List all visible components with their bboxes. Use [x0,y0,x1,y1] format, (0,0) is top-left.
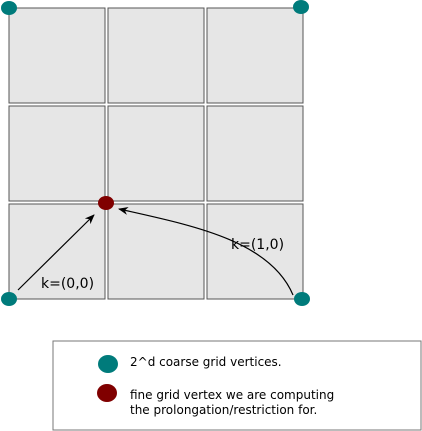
label-k10: k=(1,0) [231,237,284,253]
grid-cell [107,7,205,104]
coarse-vertex [293,0,309,14]
legend-coarse-marker [98,355,118,373]
legend-fine-text-line2: the prolongation/restriction for. [130,403,317,417]
grid-cell [107,203,205,300]
grid-cell [206,7,304,104]
label-k00: k=(0,0) [41,276,94,292]
legend: 2^d coarse grid vertices. fine grid vert… [52,340,422,431]
grid-cell [107,105,205,202]
legend-fine-text-line1: fine grid vertex we are computing [130,388,334,402]
coarse-vertex [294,292,310,306]
legend-box [52,340,422,431]
coarse-vertex [1,1,17,15]
arrow-k00 [17,214,95,291]
coarse-vertex [1,292,17,306]
grid-cell [206,105,304,202]
grid-cells [8,7,304,300]
legend-coarse-text: 2^d coarse grid vertices. [130,355,282,369]
grid-cell [8,7,106,104]
arrow-k10 [118,207,294,296]
legend-fine-marker [97,384,117,402]
grid-cell [8,105,106,202]
fine-vertex [98,196,114,210]
